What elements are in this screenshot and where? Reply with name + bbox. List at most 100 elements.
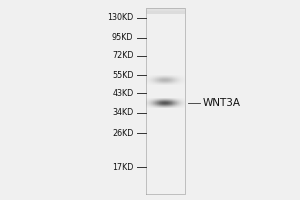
Bar [157,79,158,80]
Bar [154,78,155,79]
Bar [153,107,154,108]
Bar [153,101,154,102]
Bar [176,76,177,77]
Bar [154,77,155,78]
Bar [179,101,180,102]
Bar [160,80,161,81]
Bar [146,11,184,14]
Bar [150,104,151,105]
Bar [165,78,166,79]
Bar [171,82,172,83]
Bar [154,102,155,103]
Bar [174,99,175,100]
Bar [164,101,165,102]
Bar [149,106,150,107]
Bar [169,83,170,84]
Bar [157,102,158,103]
Bar [153,76,154,77]
Bar [157,76,158,77]
Bar [161,101,162,102]
Bar [149,79,150,80]
Bar [170,81,171,82]
Bar [154,103,155,104]
Bar [172,107,173,108]
Bar [160,76,161,77]
Bar [180,99,181,100]
Bar [169,78,170,79]
Bar [151,106,152,107]
Bar [174,105,175,106]
Bar [152,75,153,76]
Bar [146,10,184,13]
Bar [160,80,161,81]
Bar [154,100,155,101]
Bar [157,98,158,99]
Bar [178,103,179,104]
Bar [167,81,168,82]
Bar [182,100,183,101]
Bar [146,9,184,12]
Bar [167,102,168,103]
Bar [157,82,158,83]
Bar [146,10,184,13]
Bar [173,79,174,80]
Bar [169,76,170,77]
Bar [164,80,165,81]
Bar [150,103,151,104]
Bar [154,106,155,107]
Bar [170,79,171,80]
Bar [163,76,164,77]
Bar [154,106,155,107]
Bar [172,81,173,82]
Bar [174,81,175,82]
Bar [146,9,184,13]
Bar [173,81,174,82]
Text: 34KD: 34KD [112,108,134,117]
Bar [172,99,173,100]
Bar [151,82,152,83]
Bar [163,80,164,81]
Bar [174,104,175,105]
Bar [169,103,170,104]
Bar [181,104,182,105]
Bar [181,78,182,79]
Bar [169,101,170,102]
Bar [161,98,162,99]
Bar [172,100,173,101]
Bar [162,77,163,78]
Bar [165,75,166,76]
Bar [182,76,183,77]
Bar [179,78,180,79]
Bar [168,107,169,108]
Bar [147,98,148,99]
Bar [146,8,184,11]
Bar [179,82,180,83]
Bar [178,76,179,77]
Bar [164,98,165,99]
Bar [147,101,148,102]
Bar [171,103,172,104]
Bar [146,10,184,13]
Bar [158,80,159,81]
Bar [149,82,150,83]
Bar [146,10,184,13]
Bar [172,101,173,102]
Bar [182,75,183,76]
Bar [148,81,149,82]
Bar [171,76,172,77]
Bar [146,9,184,12]
Bar [180,75,181,76]
Bar [146,8,184,11]
Bar [169,98,170,99]
Bar [182,83,183,84]
Bar [172,76,173,77]
Bar [146,107,147,108]
Bar [149,101,150,102]
Bar [172,84,173,85]
Bar [180,84,181,85]
Bar [146,11,184,14]
Bar [151,100,152,101]
Bar [167,76,168,77]
Bar [152,106,153,107]
Bar [178,98,179,99]
